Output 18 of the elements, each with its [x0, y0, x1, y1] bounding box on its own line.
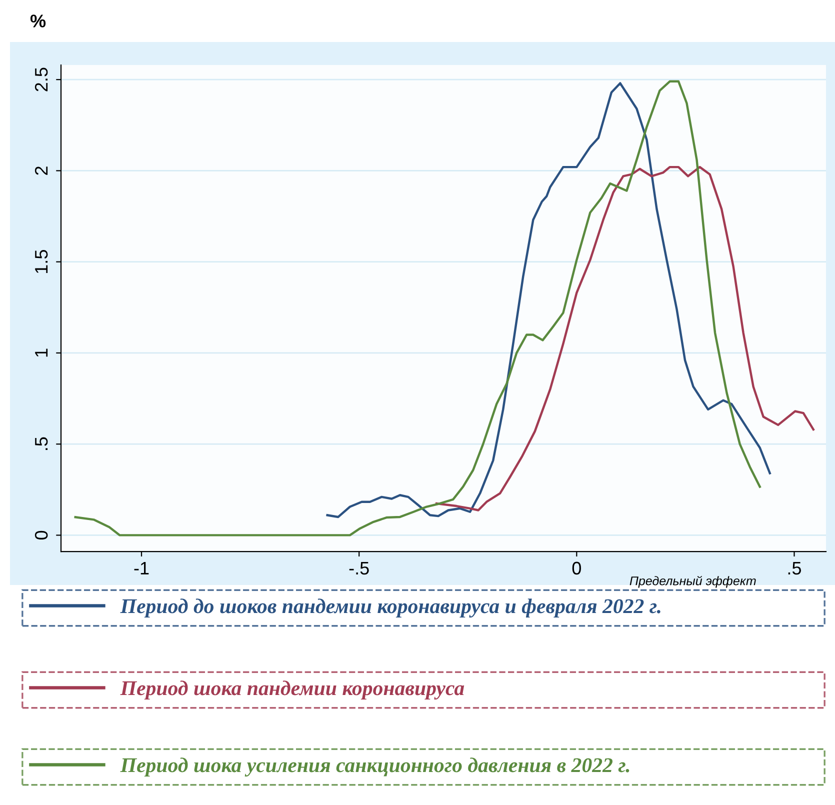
x-tick-label: .5	[788, 562, 802, 575]
y-tick-label: 2	[34, 166, 48, 175]
legend-label: Период до шоков пандемии коронавируса и февраля 2022 г.	[120, 598, 660, 618]
legend-label: Период шока усиления санкционного давления в 2022 г.	[120, 758, 630, 777]
x-tick-label: -1	[134, 562, 149, 574]
y-tick-label: 0	[34, 530, 48, 540]
line-series	[74, 80, 761, 536]
x-tick-label: -.5	[349, 562, 369, 575]
legend-label: Период шока пандемии коронавируса	[120, 680, 464, 700]
y-axis-title: %	[30, 14, 46, 28]
line-series	[435, 166, 814, 512]
x-axis-title: Предельный эффект	[630, 576, 756, 588]
x-tick-label: 0	[572, 562, 581, 575]
y-tick-label: 1	[35, 348, 48, 357]
y-tick-label: .5	[35, 437, 48, 450]
y-tick-label: 2.5	[34, 68, 48, 92]
y-tick-label: 1.5	[35, 250, 48, 273]
line-series	[326, 82, 771, 518]
